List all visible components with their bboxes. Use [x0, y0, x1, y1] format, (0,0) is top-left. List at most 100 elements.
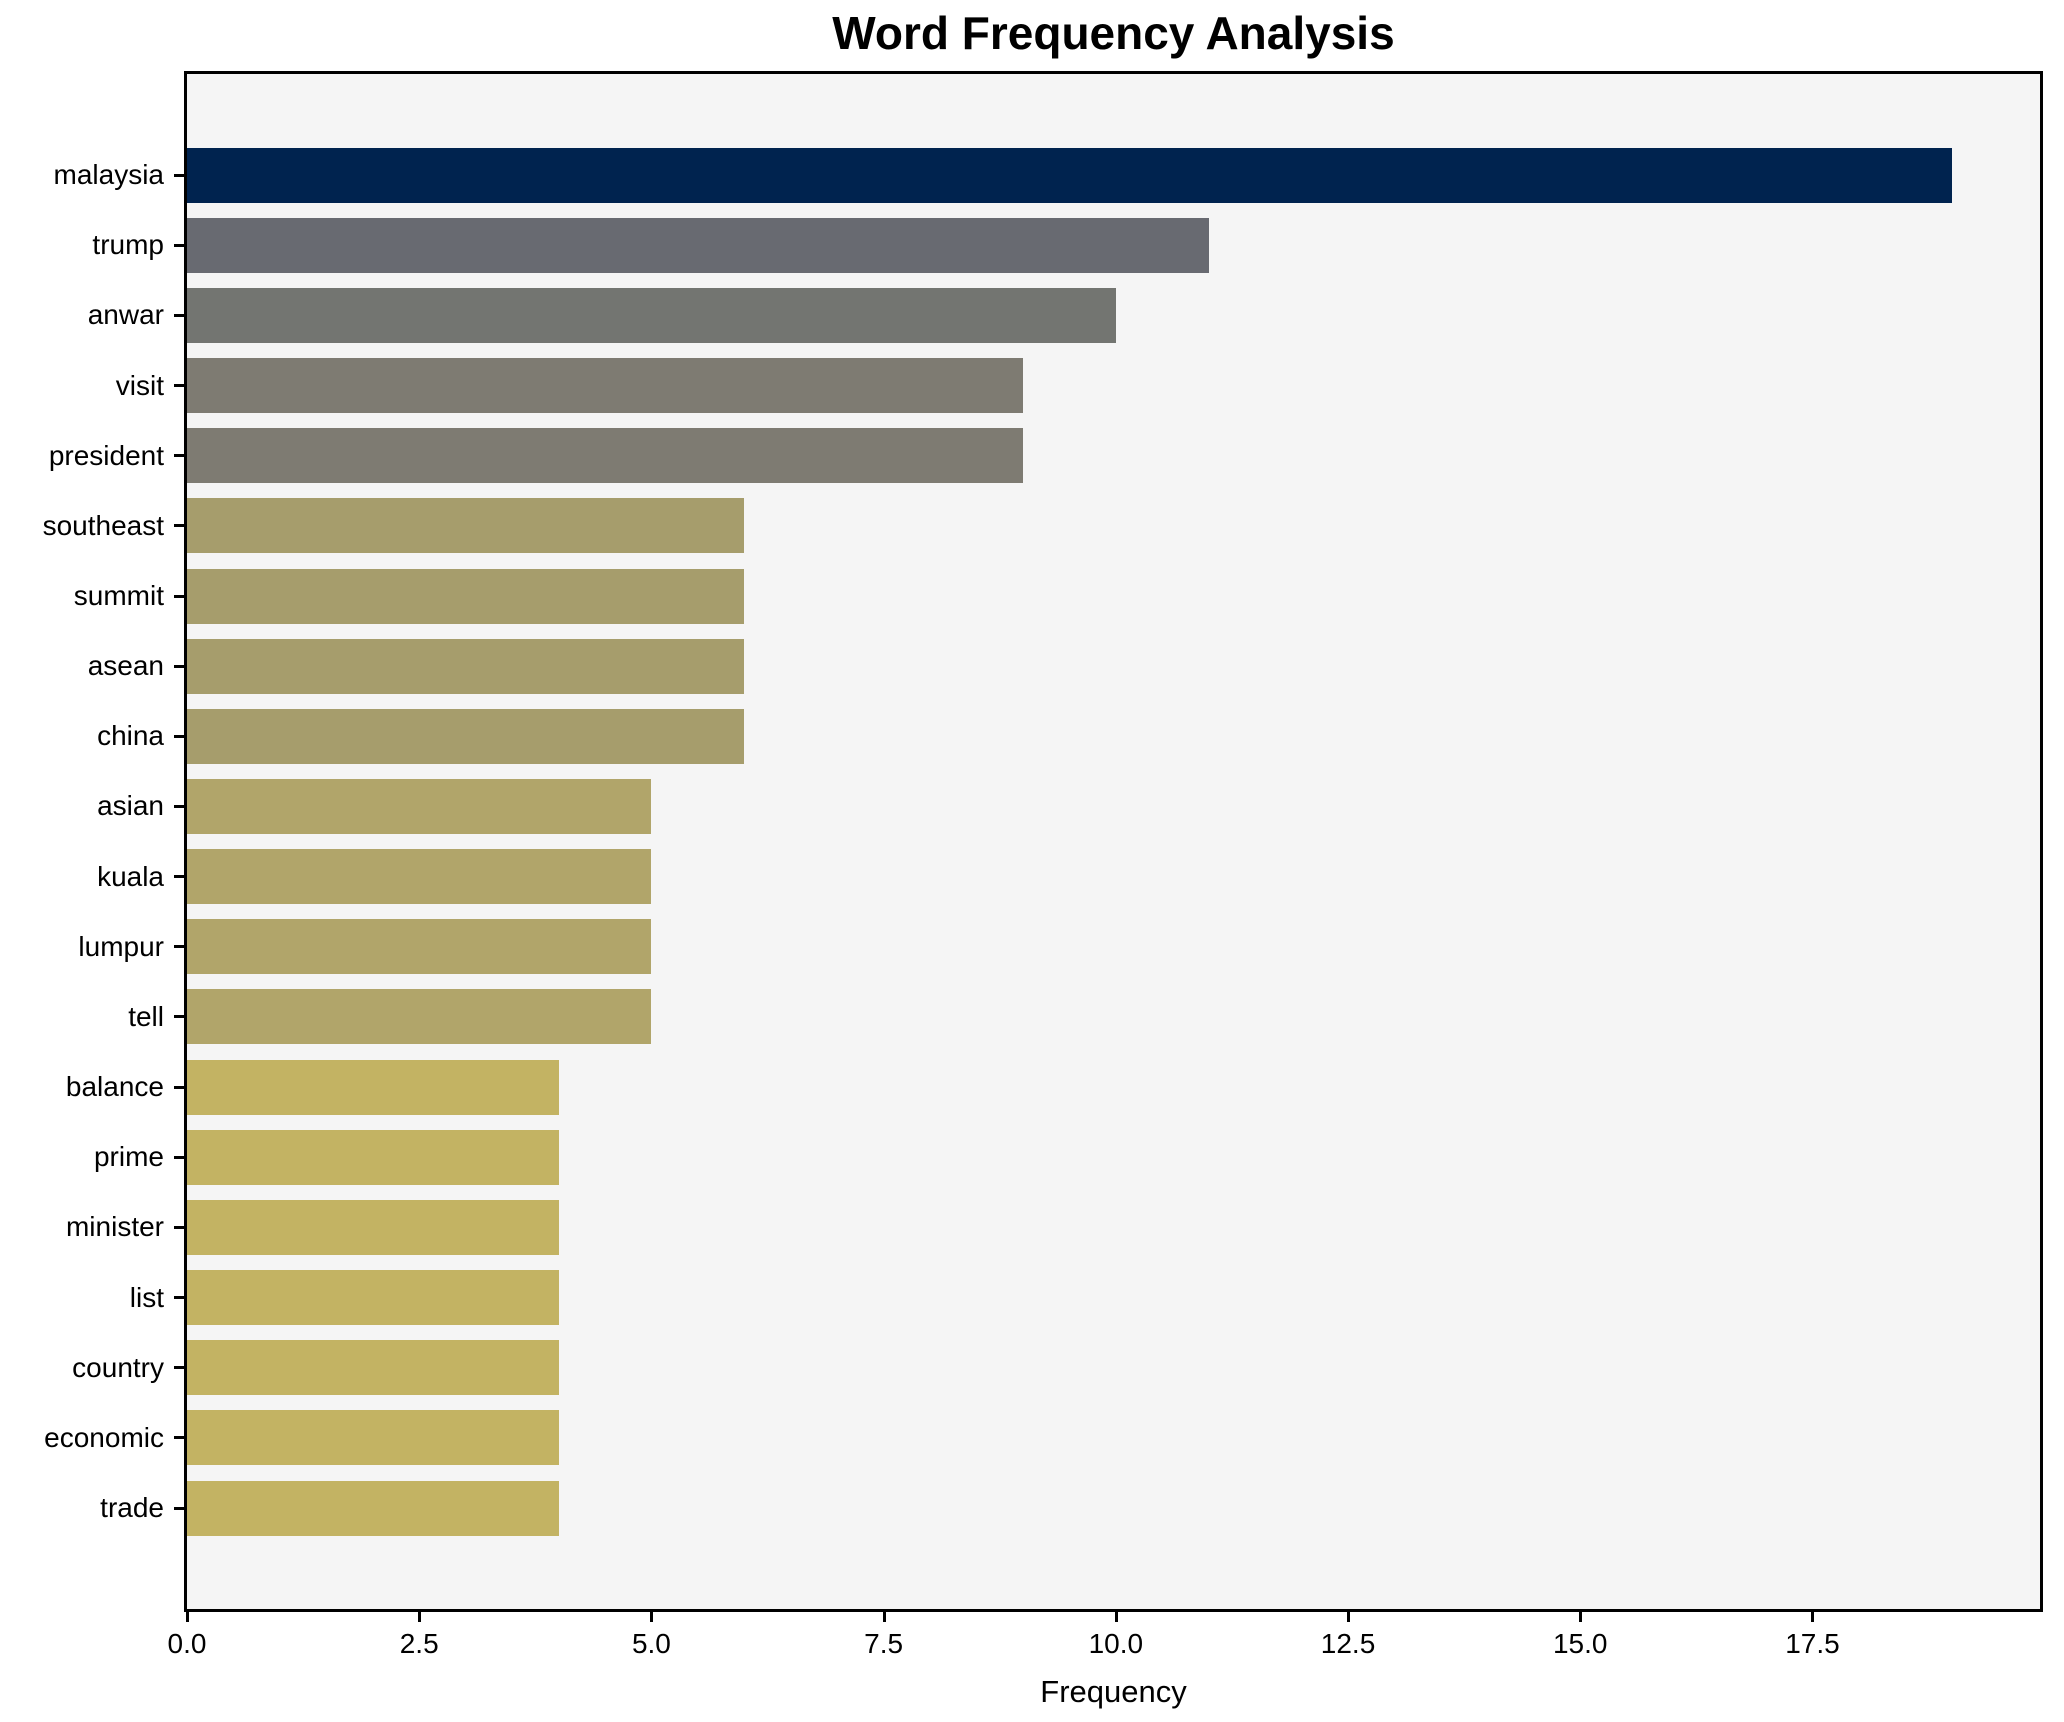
x-tick-label: 17.5	[1785, 1628, 1840, 1659]
y-tick-row: malaysia	[0, 140, 184, 210]
y-tick-label: prime	[93, 1141, 164, 1173]
y-tick-row: minister	[0, 1192, 184, 1262]
bar-lumpur	[187, 919, 652, 975]
y-tick-label: trump	[92, 229, 164, 261]
y-tick-label: country	[72, 1351, 164, 1383]
bar-row	[187, 912, 2040, 982]
y-axis: malaysia trump anwar visit president southeas…	[0, 71, 184, 1612]
bar-row	[187, 491, 2040, 561]
y-tick-mark	[174, 594, 184, 598]
x-axis: 0.0 2.5 5.0 7.5 10.0 12.5 15.0 17.5	[168, 1612, 2040, 1682]
x-tick-label: 12.5	[1320, 1628, 1376, 1659]
y-tick-mark	[174, 1015, 184, 1019]
y-tick-mark	[174, 524, 184, 528]
plot-area	[184, 71, 2043, 1612]
y-tick-mark	[174, 804, 184, 808]
bar-row	[187, 350, 2040, 420]
y-tick-row: anwar	[0, 280, 184, 350]
y-tick-mark	[174, 945, 184, 949]
x-tick-label: 0.0	[167, 1628, 207, 1659]
bar-summit	[187, 568, 745, 624]
y-tick-row: visit	[0, 350, 184, 420]
bar-southeast	[187, 498, 745, 554]
bar-kuala	[187, 849, 652, 905]
bar-trump	[187, 217, 1209, 273]
y-tick-mark	[174, 734, 184, 738]
x-tick-label: 15.0	[1552, 1628, 1608, 1659]
x-tick-label: 5.0	[631, 1628, 671, 1659]
bar-anwar	[187, 287, 1116, 343]
bar-list	[187, 1270, 559, 1326]
bar-row	[187, 280, 2040, 350]
y-tick-label: minister	[65, 1211, 164, 1243]
y-tick-label: balance	[65, 1071, 164, 1103]
y-tick-label: tell	[128, 1000, 164, 1032]
y-tick-label: china	[97, 720, 164, 752]
y-tick-label: lumpur	[78, 930, 164, 962]
x-tick-mark	[418, 1612, 422, 1622]
x-tick-mark	[186, 1612, 189, 1622]
chart-title: Word Frequency Analysis	[832, 7, 1395, 59]
y-tick-row: asean	[0, 631, 184, 701]
bar-minister	[187, 1199, 559, 1255]
y-tick-mark	[174, 1225, 184, 1229]
bar-asean	[187, 638, 745, 694]
bars-container	[187, 74, 2040, 1609]
bar-tell	[187, 989, 652, 1045]
x-tick-mark	[650, 1612, 654, 1622]
bar-row	[187, 701, 2040, 771]
y-tick-row: president	[0, 421, 184, 491]
y-tick-mark	[174, 1506, 184, 1510]
y-tick-mark	[174, 875, 184, 879]
x-tick-mark	[1347, 1612, 1351, 1622]
y-tick-label: summit	[73, 580, 164, 612]
y-tick-label: trade	[100, 1492, 164, 1524]
y-tick-row: tell	[0, 982, 184, 1052]
bar-asian	[187, 778, 652, 834]
x-tick-label: 7.5	[864, 1628, 904, 1659]
bar-row	[187, 561, 2040, 631]
y-tick-label: list	[129, 1281, 164, 1313]
y-tick-mark	[174, 664, 184, 668]
bar-trade	[187, 1480, 559, 1536]
bar-row	[187, 842, 2040, 912]
bar-malaysia	[187, 147, 1952, 203]
bar-row	[187, 1122, 2040, 1192]
y-tick-row: list	[0, 1263, 184, 1333]
bar-row	[187, 140, 2040, 210]
bar-row	[187, 421, 2040, 491]
y-tick-mark	[174, 313, 184, 317]
bar-balance	[187, 1059, 559, 1115]
x-tick-mark	[882, 1612, 886, 1622]
y-tick-label: economic	[44, 1421, 164, 1453]
x-tick-label: 10.0	[1088, 1628, 1144, 1659]
y-tick-row: country	[0, 1333, 184, 1403]
y-tick-row: balance	[0, 1052, 184, 1122]
y-tick-label: visit	[115, 369, 164, 401]
x-tick-label: 2.5	[399, 1628, 439, 1659]
y-tick-label: president	[48, 439, 164, 471]
y-tick-row: summit	[0, 561, 184, 631]
y-tick-row: trump	[0, 210, 184, 280]
y-tick-mark	[174, 1436, 184, 1440]
bar-row	[187, 1052, 2040, 1122]
bar-prime	[187, 1129, 559, 1185]
bar-china	[187, 708, 745, 764]
y-tick-mark	[174, 454, 184, 458]
y-tick-mark	[174, 1296, 184, 1300]
y-tick-row: kuala	[0, 842, 184, 912]
bar-row	[187, 210, 2040, 280]
y-tick-row: china	[0, 701, 184, 771]
y-tick-row: trade	[0, 1473, 184, 1543]
x-tick-mark	[1811, 1612, 1815, 1622]
bar-row	[187, 982, 2040, 1052]
x-axis-title: Frequency	[1040, 1674, 1187, 1709]
y-tick-row: asian	[0, 771, 184, 841]
y-tick-row: lumpur	[0, 912, 184, 982]
bar-president	[187, 428, 1023, 484]
y-tick-label: asean	[87, 650, 164, 682]
y-tick-mark	[174, 1085, 184, 1089]
x-tick-mark	[1114, 1612, 1118, 1622]
y-tick-row: prime	[0, 1122, 184, 1192]
